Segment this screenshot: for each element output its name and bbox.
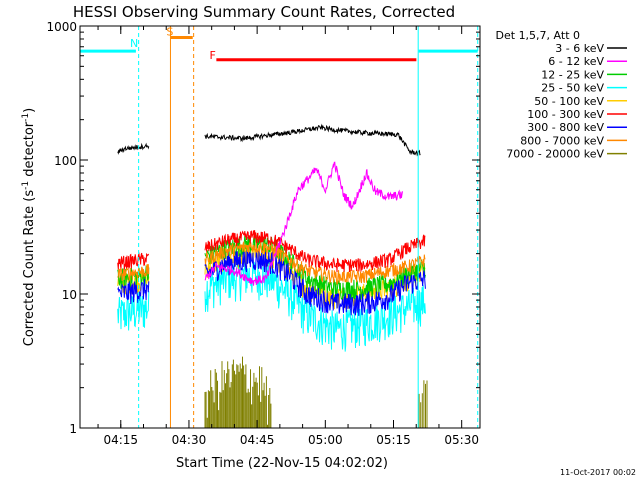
legend-header: Det 1,5,7, Att 0 (496, 29, 580, 42)
legend-label-6: 300 - 800 keV (527, 121, 604, 134)
legend-label-2: 12 - 25 keV (541, 68, 604, 81)
x-tick-label: 05:15 (376, 433, 411, 447)
series-layer (117, 123, 428, 428)
legend-label-5: 100 - 300 keV (527, 108, 604, 121)
legend-label-1: 6 - 12 keV (548, 55, 604, 68)
series-7000-20000-kev-line (204, 356, 428, 428)
series-100-300-kev-line (117, 230, 426, 273)
series-300-800-kev-line (117, 248, 426, 316)
x-tick-label: 05:00 (308, 433, 343, 447)
x-tick-label: 04:30 (172, 433, 207, 447)
plot-frame (79, 25, 481, 429)
x-tick-label: 04:45 (240, 433, 275, 447)
chart-title: HESSI Observing Summary Count Rates, Cor… (73, 3, 455, 21)
annotation-label-s: S (166, 25, 173, 38)
legend-label-7: 800 - 7000 keV (520, 134, 604, 147)
y-axis-label: Corrected Count Rate (s-1 detector-1) (21, 108, 37, 346)
series-800-7000-kev-line (117, 240, 426, 286)
axis-ticks: 04:15 04:30 04:45 05:00 05:15 05:30 1 10 100 1000 (46, 20, 480, 447)
annotation-label-f: F (210, 49, 216, 62)
y-tick-label: 100 (54, 154, 77, 168)
legend-label-8: 7000 - 20000 keV (506, 148, 604, 161)
legend-label-0: 3 - 6 keV (555, 42, 604, 55)
y-tick-label: 1 (69, 422, 77, 436)
legend-label-3: 25 - 50 keV (541, 82, 604, 95)
series-3-6-kev-line (117, 123, 421, 157)
x-axis-label: Start Time (22-Nov-15 04:02:02) (176, 456, 388, 471)
y-tick-label: 1000 (46, 20, 77, 34)
annotation-label-n: N (130, 37, 138, 50)
y-tick-label: 10 (62, 288, 77, 302)
annotation-layer: N S F (79, 25, 479, 428)
timestamp: 11-Oct-2017 00:02 (560, 468, 636, 477)
series-6-12-kev-line (204, 161, 403, 286)
legend-label-4: 50 - 100 keV (534, 95, 604, 108)
x-tick-label: 04:15 (103, 433, 138, 447)
x-tick-label: 05:30 (444, 433, 479, 447)
series-25-50-kev-line (117, 257, 426, 352)
